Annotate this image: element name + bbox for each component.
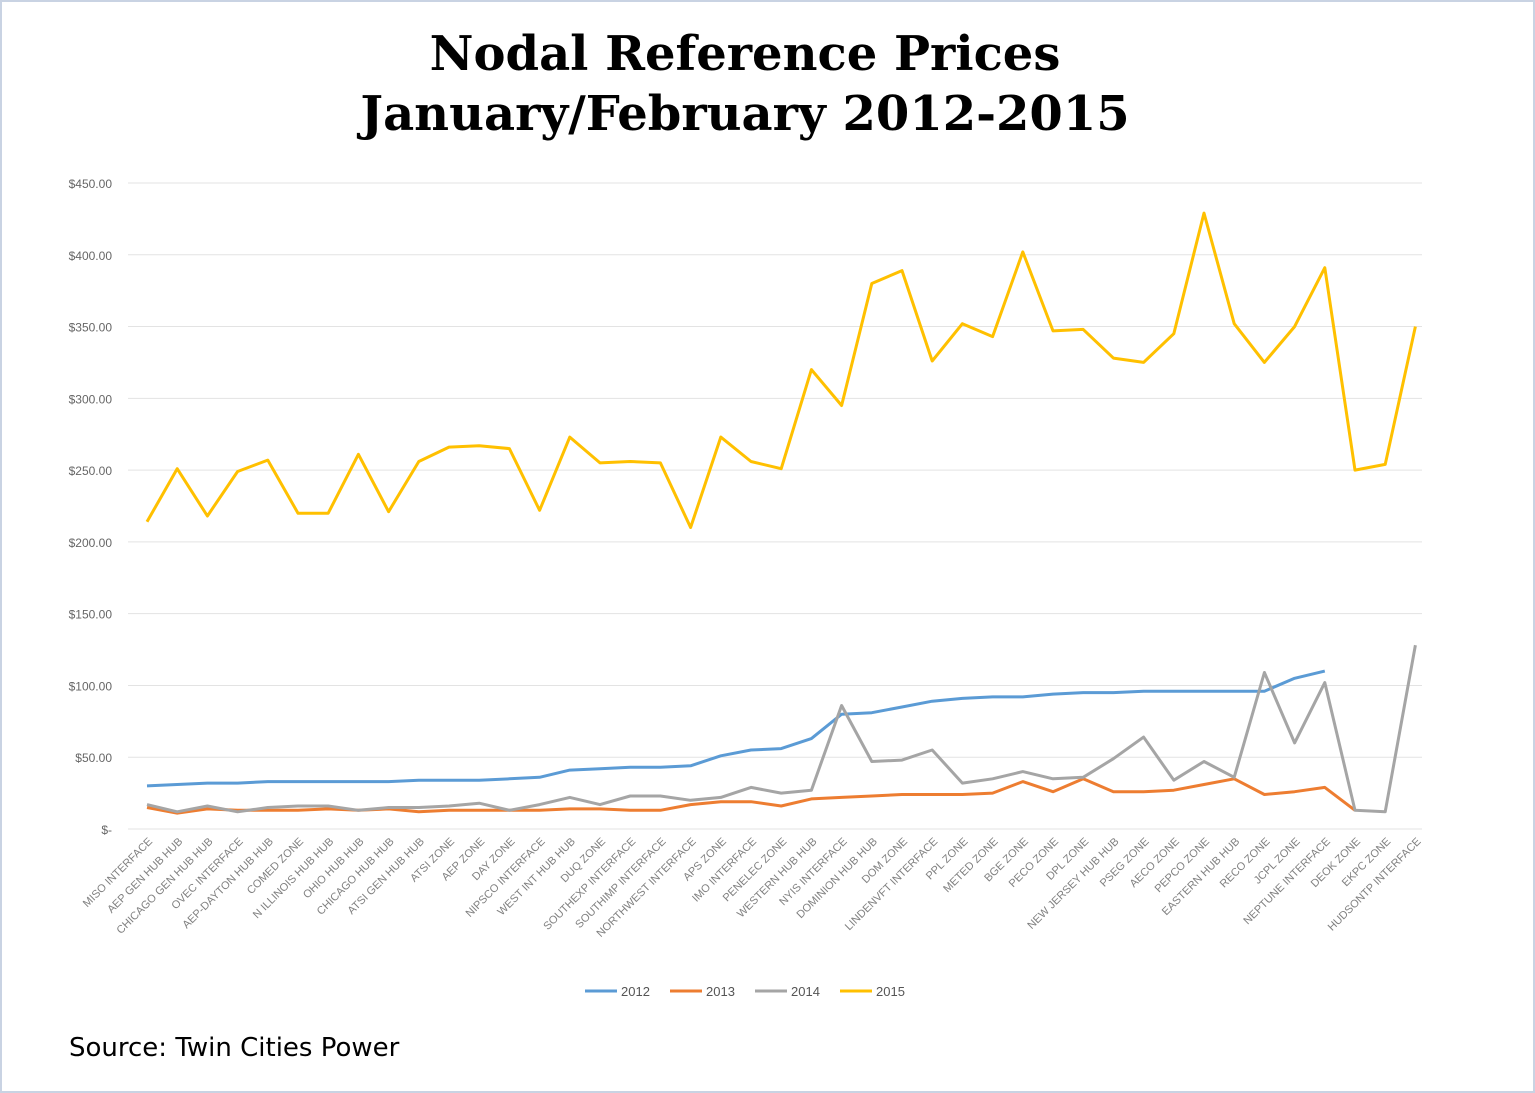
y-tick-label: $-: [101, 823, 112, 837]
legend-label: 2012: [621, 984, 650, 999]
source-note: Source: Twin Cities Power: [69, 1033, 400, 1063]
series-line-2015: [145, 211, 1417, 529]
y-tick-label: $100.00: [69, 679, 113, 693]
y-tick-label: $50.00: [75, 751, 112, 765]
y-tick-label: $350.00: [69, 321, 113, 335]
y-tick-label: $400.00: [69, 249, 113, 263]
series-line-2013: [146, 777, 1356, 815]
chart-title: Nodal Reference Prices January/February …: [0, 24, 1490, 144]
chart-title-line-2: January/February 2012-2015: [360, 86, 1130, 142]
legend-label: 2014: [791, 984, 820, 999]
legend-item-2012: 2012: [585, 984, 650, 999]
series-line-2012: [146, 669, 1326, 788]
y-axis-ticks: $- $50.00 $100.00 $150.00 $200.00 $250.00 $300…: [69, 177, 113, 837]
gridlines: [128, 182, 1422, 830]
y-tick-label: $200.00: [69, 536, 113, 550]
legend-item-2013: 2013: [670, 984, 735, 999]
y-tick-label: $250.00: [69, 464, 113, 478]
legend-item-2014: 2014: [755, 984, 820, 999]
series-line-2014: [146, 644, 1417, 814]
y-tick-label: $300.00: [69, 392, 113, 406]
y-tick-label: $450.00: [69, 177, 113, 191]
legend-label: 2015: [876, 984, 905, 999]
y-tick-label: $150.00: [69, 608, 113, 622]
series-lines: [145, 211, 1417, 815]
legend: 2012 2013 2014 2015: [585, 984, 905, 999]
legend-label: 2013: [706, 984, 735, 999]
chart-title-line-1: Nodal Reference Prices: [429, 26, 1061, 82]
legend-item-2015: 2015: [840, 984, 905, 999]
